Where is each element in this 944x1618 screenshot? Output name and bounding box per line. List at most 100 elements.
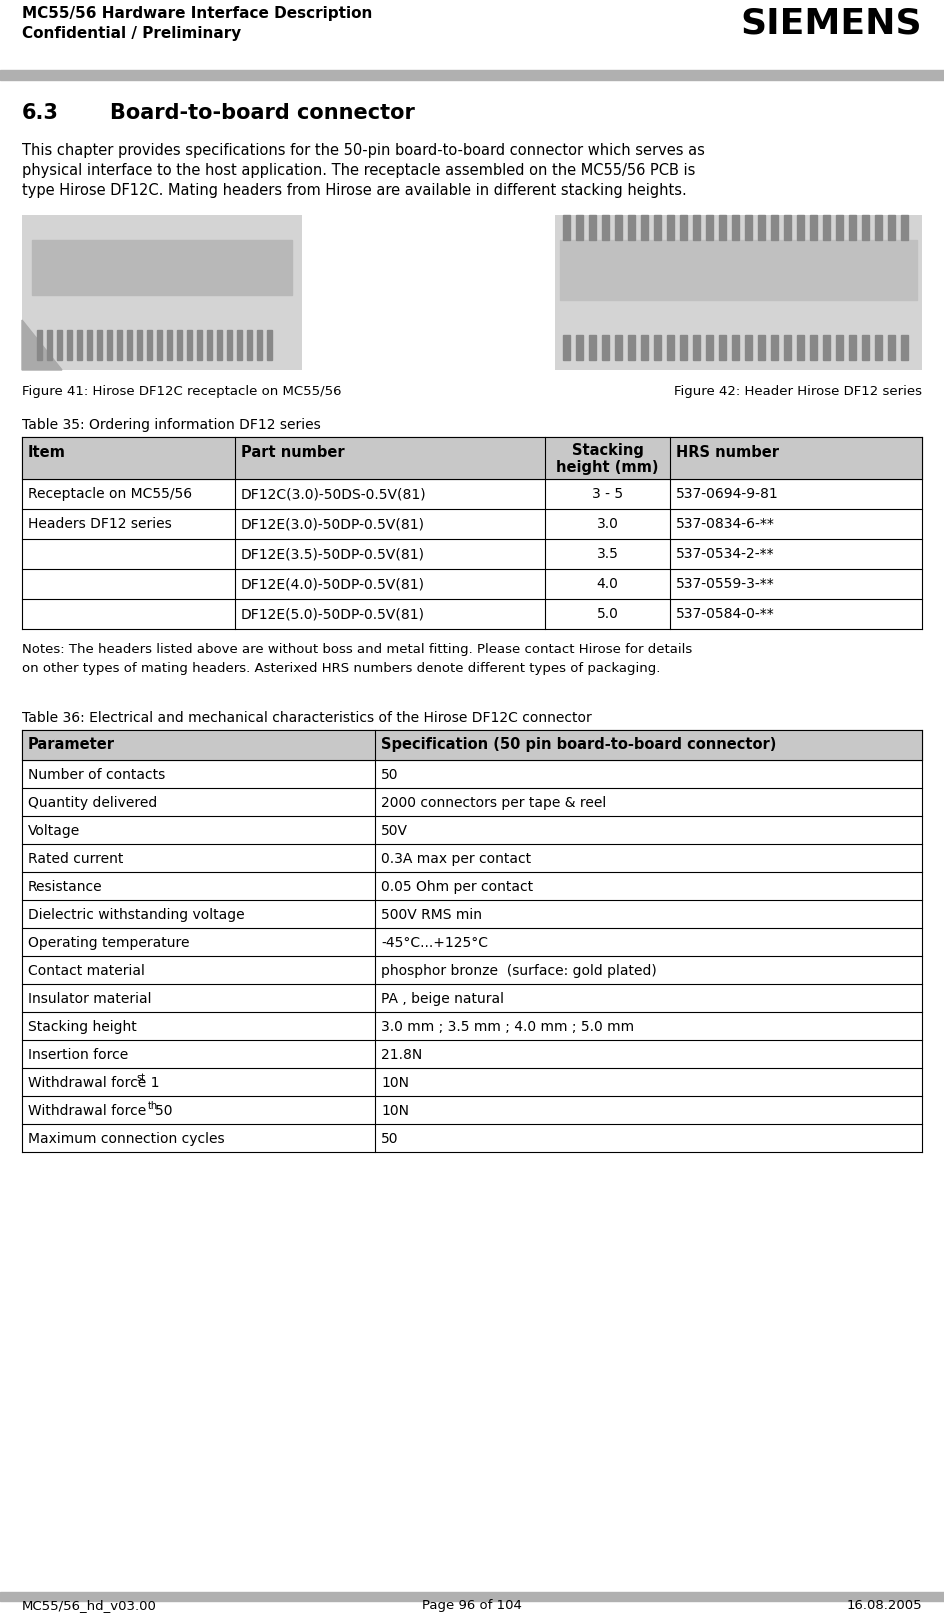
- Bar: [187, 330, 192, 359]
- Text: 537-0694-9-81: 537-0694-9-81: [676, 487, 779, 502]
- Text: MC55/56 Hardware Interface Description: MC55/56 Hardware Interface Description: [22, 6, 372, 21]
- Text: st: st: [136, 1073, 145, 1082]
- Bar: [22, 215, 302, 371]
- Bar: [563, 335, 570, 359]
- Text: Stacking
height (mm): Stacking height (mm): [556, 443, 659, 476]
- Bar: [901, 335, 908, 359]
- Text: MC55/56_hd_v03.00: MC55/56_hd_v03.00: [22, 1599, 157, 1612]
- Text: Page 96 of 104: Page 96 of 104: [422, 1599, 522, 1612]
- Text: 21.8N: 21.8N: [381, 1048, 422, 1061]
- Bar: [257, 330, 262, 359]
- Text: 6.3: 6.3: [22, 104, 59, 123]
- Bar: [0, 70, 944, 79]
- Text: 5.0: 5.0: [597, 607, 618, 621]
- Bar: [771, 335, 778, 359]
- Bar: [745, 215, 752, 239]
- Text: Specification (50 pin board-to-board connector): Specification (50 pin board-to-board con…: [381, 738, 776, 752]
- Bar: [810, 335, 817, 359]
- Text: 0.05 Ohm per contact: 0.05 Ohm per contact: [381, 880, 533, 895]
- Bar: [823, 335, 830, 359]
- Bar: [0, 1592, 944, 1600]
- Bar: [901, 215, 908, 239]
- Bar: [849, 215, 856, 239]
- Bar: [67, 330, 72, 359]
- Bar: [784, 215, 791, 239]
- Text: Insulator material: Insulator material: [28, 992, 151, 1006]
- Bar: [576, 215, 583, 239]
- Text: Confidential / Preliminary: Confidential / Preliminary: [22, 26, 242, 40]
- Bar: [22, 437, 922, 479]
- Text: Table 36: Electrical and mechanical characteristics of the Hirose DF12C connecto: Table 36: Electrical and mechanical char…: [22, 710, 592, 725]
- Bar: [719, 335, 726, 359]
- Bar: [217, 330, 222, 359]
- Text: 3.5: 3.5: [597, 547, 618, 561]
- Text: Figure 41: Hirose DF12C receptacle on MC55/56: Figure 41: Hirose DF12C receptacle on MC…: [22, 385, 342, 398]
- Text: Notes: The headers listed above are without boss and metal fitting. Please conta: Notes: The headers listed above are with…: [22, 642, 692, 655]
- Text: Board-to-board connector: Board-to-board connector: [110, 104, 414, 123]
- Text: 537-0834-6-**: 537-0834-6-**: [676, 518, 775, 531]
- Bar: [37, 330, 42, 359]
- Text: physical interface to the host application. The receptacle assembled on the MC55: physical interface to the host applicati…: [22, 163, 696, 178]
- Bar: [589, 215, 596, 239]
- Bar: [758, 335, 765, 359]
- Bar: [758, 215, 765, 239]
- Text: DF12E(3.5)-50DP-0.5V(81): DF12E(3.5)-50DP-0.5V(81): [241, 547, 425, 561]
- Bar: [667, 335, 674, 359]
- Bar: [836, 335, 843, 359]
- Text: Rated current: Rated current: [28, 853, 124, 866]
- Bar: [177, 330, 182, 359]
- Bar: [47, 330, 52, 359]
- Bar: [628, 335, 635, 359]
- Text: Number of contacts: Number of contacts: [28, 769, 165, 781]
- Text: Withdrawal force 1: Withdrawal force 1: [28, 1076, 160, 1091]
- Text: 2000 connectors per tape & reel: 2000 connectors per tape & reel: [381, 796, 606, 811]
- Text: 537-0534-2-**: 537-0534-2-**: [676, 547, 775, 561]
- Bar: [680, 335, 687, 359]
- Bar: [888, 215, 895, 239]
- Bar: [560, 239, 917, 299]
- Text: 537-0584-0-**: 537-0584-0-**: [676, 607, 775, 621]
- Text: on other types of mating headers. Asterixed HRS numbers denote different types o: on other types of mating headers. Asteri…: [22, 662, 661, 675]
- Text: -45°C...+125°C: -45°C...+125°C: [381, 935, 488, 950]
- Text: Resistance: Resistance: [28, 880, 103, 895]
- Bar: [693, 215, 700, 239]
- Bar: [227, 330, 232, 359]
- Bar: [127, 330, 132, 359]
- Bar: [732, 335, 739, 359]
- Text: Voltage: Voltage: [28, 824, 80, 838]
- Bar: [22, 730, 922, 760]
- Bar: [267, 330, 272, 359]
- Bar: [875, 215, 882, 239]
- Bar: [602, 215, 609, 239]
- Text: phosphor bronze  (surface: gold plated): phosphor bronze (surface: gold plated): [381, 964, 657, 977]
- Bar: [615, 335, 622, 359]
- Bar: [555, 215, 922, 371]
- Bar: [157, 330, 162, 359]
- Bar: [771, 215, 778, 239]
- Bar: [57, 330, 62, 359]
- Bar: [615, 215, 622, 239]
- Bar: [589, 335, 596, 359]
- Bar: [706, 215, 713, 239]
- Bar: [137, 330, 142, 359]
- Text: Figure 42: Header Hirose DF12 series: Figure 42: Header Hirose DF12 series: [674, 385, 922, 398]
- Text: 0.3A max per contact: 0.3A max per contact: [381, 853, 531, 866]
- Text: Dielectric withstanding voltage: Dielectric withstanding voltage: [28, 908, 244, 922]
- Bar: [247, 330, 252, 359]
- Bar: [836, 215, 843, 239]
- Bar: [810, 215, 817, 239]
- Text: 10N: 10N: [381, 1103, 409, 1118]
- Bar: [117, 330, 122, 359]
- Bar: [719, 215, 726, 239]
- Text: 50: 50: [381, 769, 398, 781]
- Bar: [732, 215, 739, 239]
- Text: Stacking height: Stacking height: [28, 1019, 137, 1034]
- Text: 537-0559-3-**: 537-0559-3-**: [676, 578, 775, 591]
- Bar: [693, 335, 700, 359]
- Bar: [680, 215, 687, 239]
- Text: 3 - 5: 3 - 5: [592, 487, 623, 502]
- Text: Withdrawal force  50: Withdrawal force 50: [28, 1103, 173, 1118]
- Text: Parameter: Parameter: [28, 738, 115, 752]
- Text: Item: Item: [28, 445, 66, 460]
- Bar: [875, 335, 882, 359]
